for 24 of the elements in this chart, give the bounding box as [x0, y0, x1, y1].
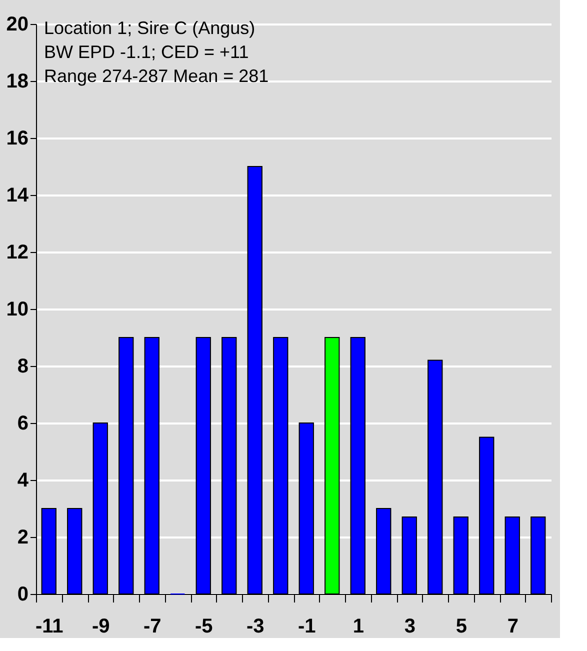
- annotation: Location 1; Sire C (Angus): [44, 18, 256, 38]
- x-tick-label: -7: [143, 616, 162, 638]
- x-tick-label: 1: [352, 616, 364, 638]
- y-tick-label: 20: [6, 14, 28, 36]
- x-tick-label: -3: [246, 616, 264, 638]
- x-tick-label: 7: [507, 616, 518, 638]
- x-tick-label: 3: [404, 616, 416, 638]
- x-tick-label: 5: [456, 616, 467, 638]
- y-tick-label: 4: [17, 470, 30, 492]
- x-tick-label: -9: [92, 616, 110, 638]
- y-tick-label: 16: [6, 128, 28, 150]
- x-tick-label: -1: [298, 616, 316, 638]
- y-tick-label: 8: [17, 356, 28, 378]
- annotation: BW EPD -1.1; CED = +11: [44, 42, 249, 62]
- annotation: Range 274-287 Mean = 281: [44, 66, 269, 86]
- x-tick-label: -5: [194, 616, 213, 638]
- y-tick-label: 0: [17, 584, 28, 606]
- y-tick-label: 12: [6, 242, 28, 264]
- x-tick-label: -11: [35, 616, 64, 638]
- y-tick-label: 2: [17, 526, 28, 548]
- y-tick-label: 18: [6, 70, 28, 92]
- y-tick-label: 14: [6, 184, 30, 206]
- y-tick-label: 10: [6, 298, 28, 320]
- y-tick-label: 6: [17, 412, 28, 434]
